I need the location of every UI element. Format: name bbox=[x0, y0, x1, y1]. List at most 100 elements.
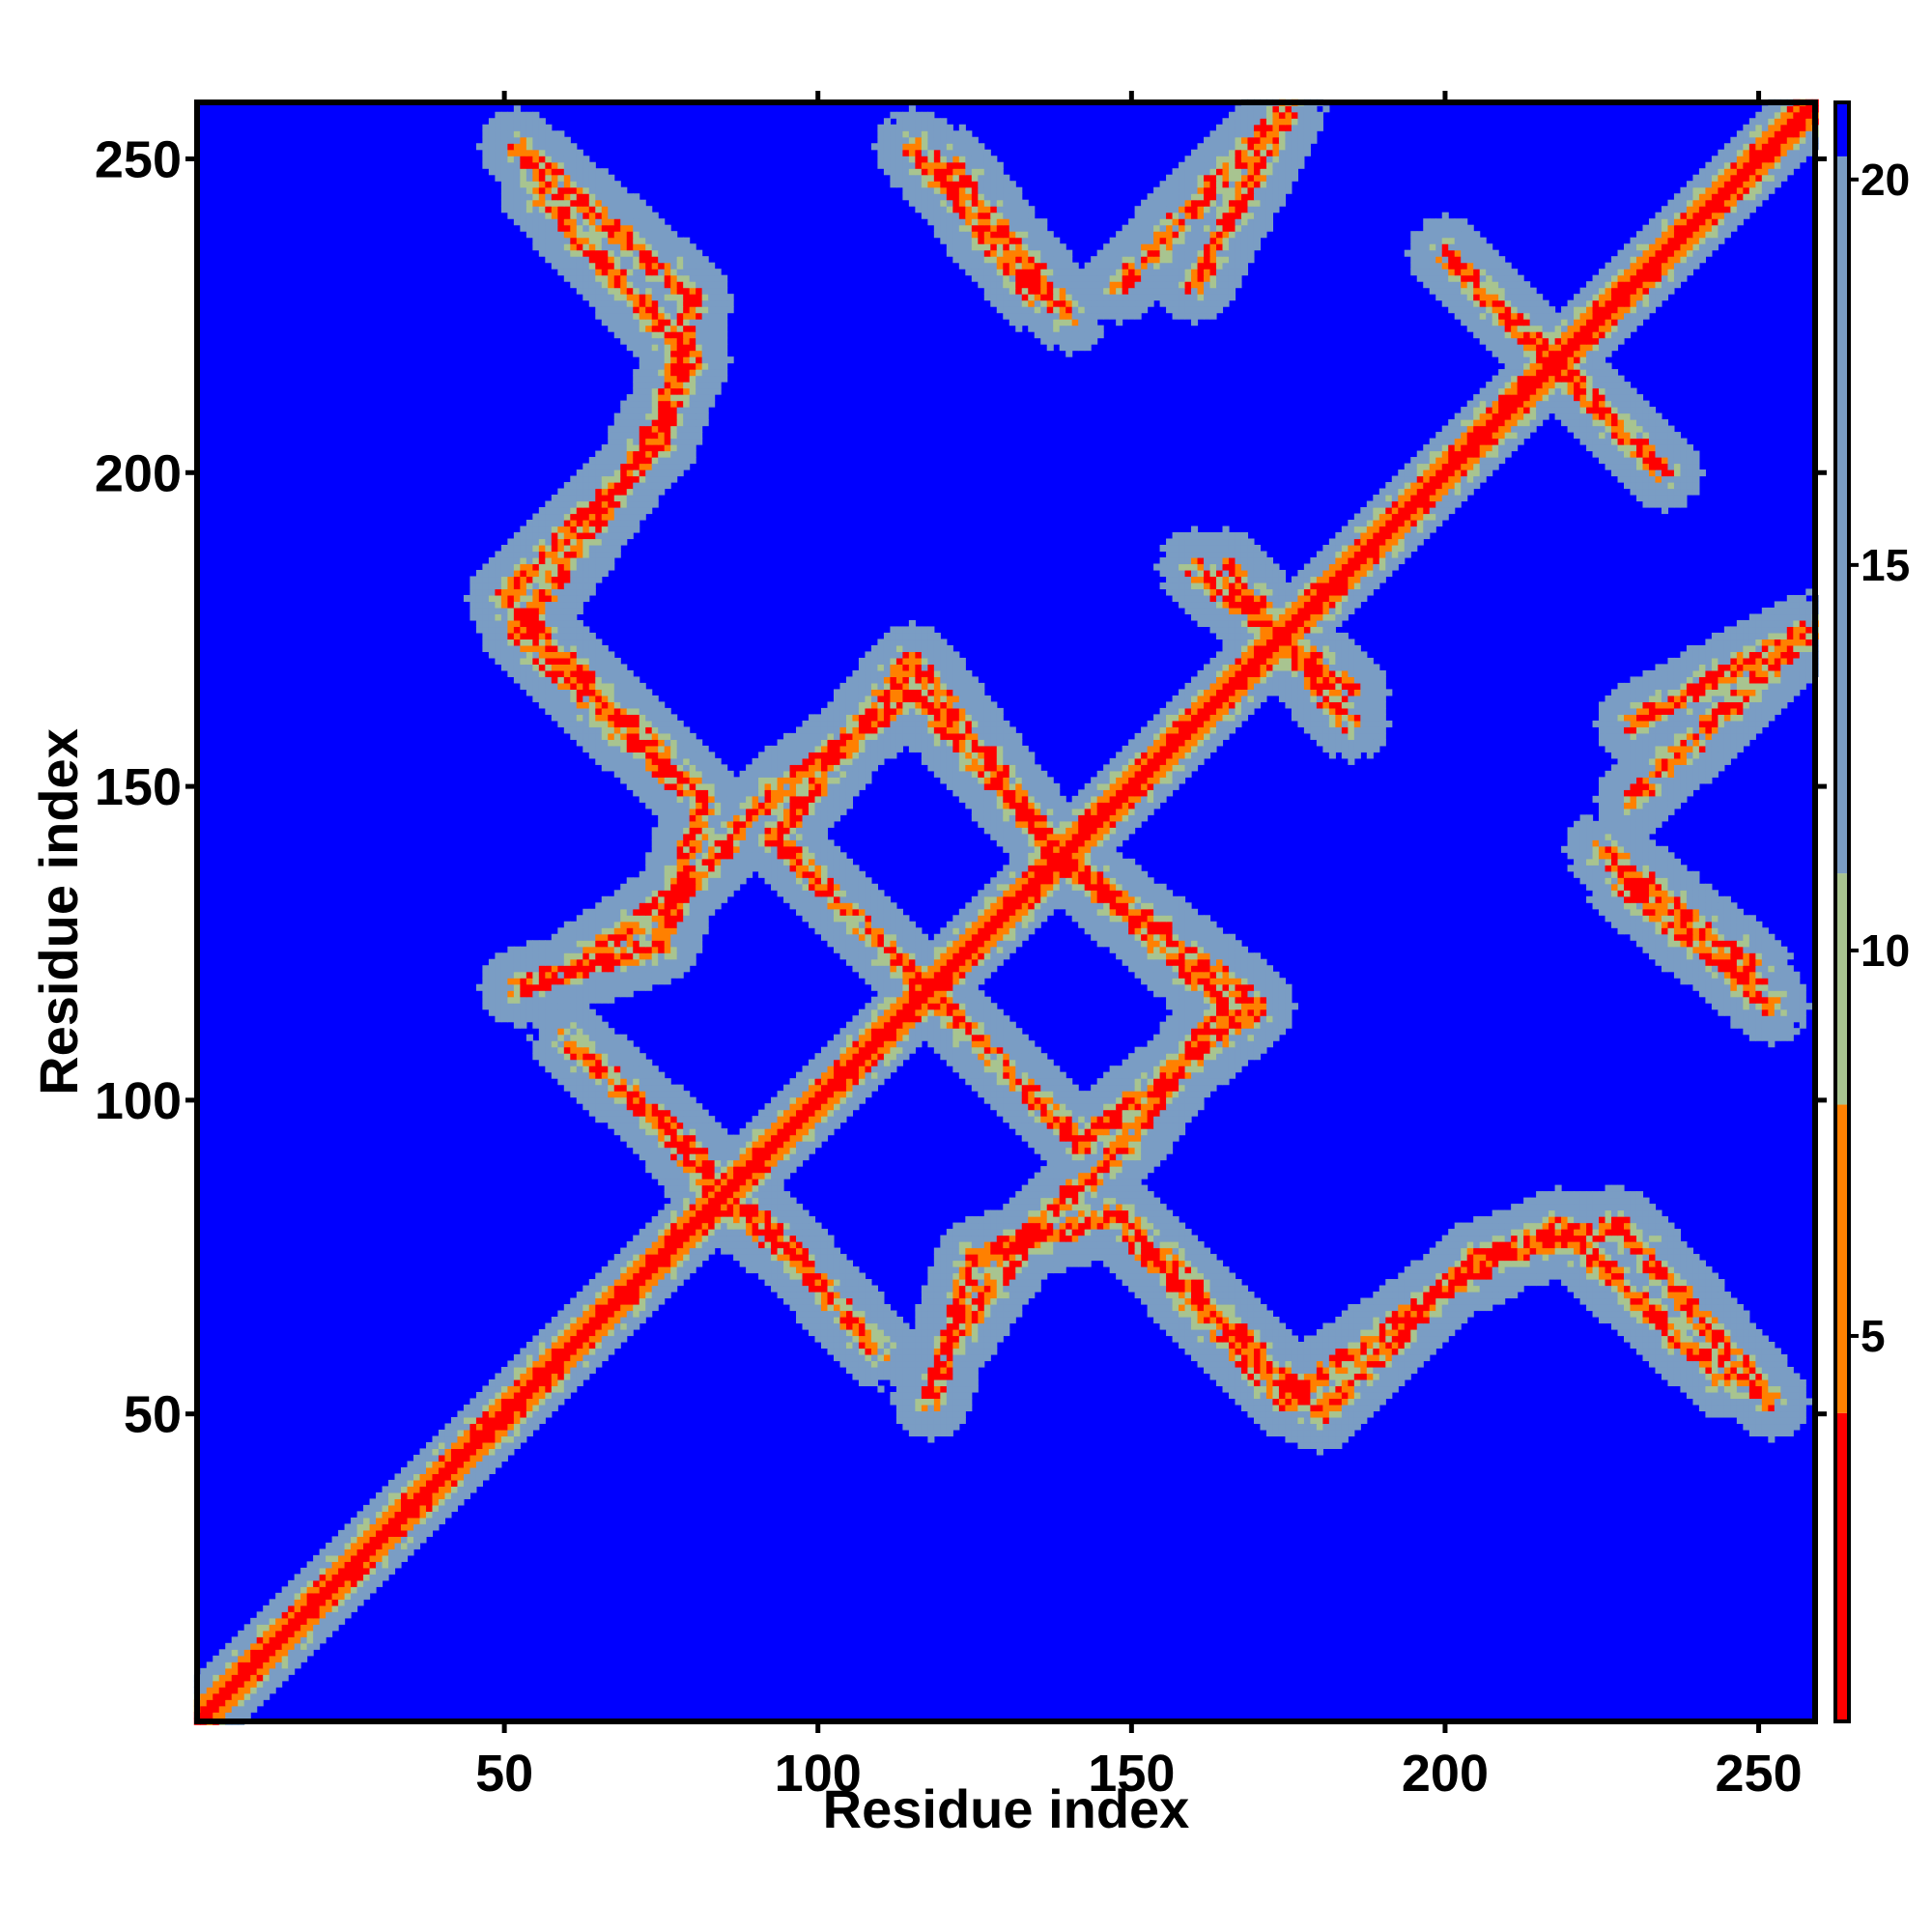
heatmap-cell bbox=[633, 1147, 640, 1154]
heatmap-cell bbox=[827, 1304, 835, 1312]
heatmap-cell bbox=[1523, 1254, 1531, 1262]
heatmap-cell bbox=[1692, 1385, 1700, 1393]
heatmap-cell bbox=[1686, 1254, 1693, 1262]
heatmap-cell bbox=[883, 1360, 891, 1368]
heatmap-cell bbox=[971, 1222, 979, 1230]
heatmap-cell bbox=[1542, 1272, 1549, 1280]
heatmap-cell bbox=[839, 1266, 847, 1274]
heatmap-cell bbox=[1398, 1366, 1406, 1375]
heatmap-cell bbox=[820, 1322, 829, 1330]
heatmap-cell bbox=[545, 1322, 553, 1330]
heatmap-cell bbox=[764, 1141, 772, 1149]
heatmap-cell bbox=[1579, 1285, 1587, 1293]
heatmap-cell bbox=[733, 1241, 741, 1249]
heatmap-cell bbox=[983, 1285, 991, 1293]
heatmap-cell bbox=[664, 1128, 671, 1136]
heatmap-cell bbox=[820, 1272, 829, 1280]
heatmap-cell bbox=[1479, 1216, 1487, 1224]
heatmap-cell bbox=[1718, 1279, 1725, 1287]
heatmap-cell bbox=[676, 1204, 684, 1211]
heatmap-cell bbox=[839, 1272, 847, 1280]
heatmap-cell bbox=[1021, 1128, 1029, 1136]
heatmap-cell bbox=[1586, 1222, 1594, 1230]
heatmap-cell bbox=[1574, 1204, 1581, 1211]
heatmap-cell bbox=[1630, 1329, 1637, 1337]
heatmap-cell bbox=[495, 1441, 502, 1450]
heatmap-cell bbox=[288, 1605, 296, 1612]
heatmap-cell bbox=[771, 1166, 779, 1174]
heatmap-cell bbox=[726, 1184, 734, 1192]
heatmap-cell bbox=[1667, 1353, 1675, 1362]
heatmap-cell bbox=[958, 1247, 966, 1255]
heatmap-cell bbox=[809, 1310, 816, 1318]
heatmap-cell bbox=[425, 1479, 434, 1487]
heatmap-cell bbox=[1341, 1391, 1349, 1400]
heatmap-cell bbox=[733, 1197, 741, 1205]
heatmap-cell bbox=[1153, 1141, 1161, 1149]
heatmap-cell bbox=[1561, 1247, 1569, 1255]
heatmap-cell bbox=[1574, 1285, 1581, 1293]
heatmap-cell bbox=[1492, 1279, 1499, 1287]
heatmap-cell bbox=[300, 1592, 308, 1600]
heatmap-cell bbox=[658, 1272, 666, 1280]
heatmap-cell bbox=[1486, 1297, 1493, 1305]
heatmap-cell bbox=[1536, 1191, 1544, 1199]
heatmap-cell bbox=[726, 1166, 734, 1174]
heatmap-cell bbox=[814, 1128, 822, 1136]
heatmap-cell bbox=[1116, 1166, 1123, 1174]
heatmap-cell bbox=[965, 1342, 973, 1350]
heatmap-cell bbox=[1059, 1216, 1066, 1224]
heatmap-cell bbox=[1592, 1241, 1600, 1249]
heatmap-cell bbox=[1341, 1385, 1349, 1393]
heatmap-cell bbox=[1341, 1360, 1349, 1368]
heatmap-cell bbox=[1605, 1304, 1612, 1312]
heatmap-cell bbox=[676, 1272, 684, 1280]
heatmap-cell bbox=[394, 1523, 402, 1531]
heatmap-cell bbox=[933, 1317, 941, 1324]
heatmap-cell bbox=[1209, 1373, 1217, 1380]
heatmap-cell bbox=[933, 1404, 941, 1412]
heatmap-cell bbox=[1028, 1209, 1036, 1217]
heatmap-cell bbox=[1179, 1272, 1186, 1280]
heatmap-cell bbox=[1166, 1216, 1174, 1224]
heatmap-cell bbox=[1341, 1416, 1349, 1425]
heatmap-cell bbox=[300, 1655, 308, 1662]
heatmap-cell bbox=[1153, 1247, 1161, 1255]
heatmap-cell bbox=[645, 1310, 653, 1318]
heatmap-cell bbox=[1078, 1134, 1086, 1142]
heatmap-cell bbox=[438, 1498, 446, 1506]
heatmap-cell bbox=[796, 1209, 804, 1217]
heatmap-cell bbox=[789, 1241, 797, 1249]
heatmap-cell bbox=[645, 1166, 653, 1174]
heatmap-cell bbox=[1209, 1292, 1217, 1299]
heatmap-cell bbox=[1617, 1279, 1625, 1287]
heatmap-cell bbox=[432, 1448, 440, 1456]
heatmap-cell bbox=[714, 1179, 722, 1186]
heatmap-cell bbox=[877, 1353, 885, 1362]
heatmap-cell bbox=[344, 1605, 352, 1612]
heatmap-cell bbox=[1698, 1317, 1706, 1324]
heatmap-cell bbox=[263, 1662, 270, 1669]
heatmap-cell bbox=[1034, 1141, 1041, 1149]
heatmap-cell bbox=[256, 1630, 264, 1637]
heatmap-cell bbox=[231, 1687, 239, 1694]
heatmap-cell bbox=[752, 1134, 759, 1142]
heatmap-cell bbox=[639, 1285, 646, 1293]
heatmap-cell bbox=[444, 1492, 452, 1499]
heatmap-cell bbox=[1091, 1179, 1098, 1186]
heatmap-cell bbox=[1040, 1166, 1048, 1174]
heatmap-cell bbox=[915, 1391, 923, 1400]
heatmap-cell bbox=[933, 1322, 941, 1330]
heatmap-cell bbox=[645, 1229, 653, 1236]
heatmap-cell bbox=[965, 1279, 973, 1287]
heatmap-cell bbox=[895, 1335, 903, 1343]
heatmap-cell bbox=[218, 1705, 226, 1713]
heatmap-cell bbox=[921, 1378, 928, 1387]
heatmap-cell bbox=[256, 1611, 264, 1619]
heatmap-cell bbox=[1461, 1241, 1468, 1249]
heatmap-cell bbox=[488, 1466, 496, 1474]
heatmap-cell bbox=[1554, 1266, 1562, 1274]
heatmap-cell bbox=[1297, 1435, 1305, 1443]
heatmap-cell bbox=[733, 1172, 741, 1179]
heatmap-cell bbox=[1423, 1297, 1431, 1305]
